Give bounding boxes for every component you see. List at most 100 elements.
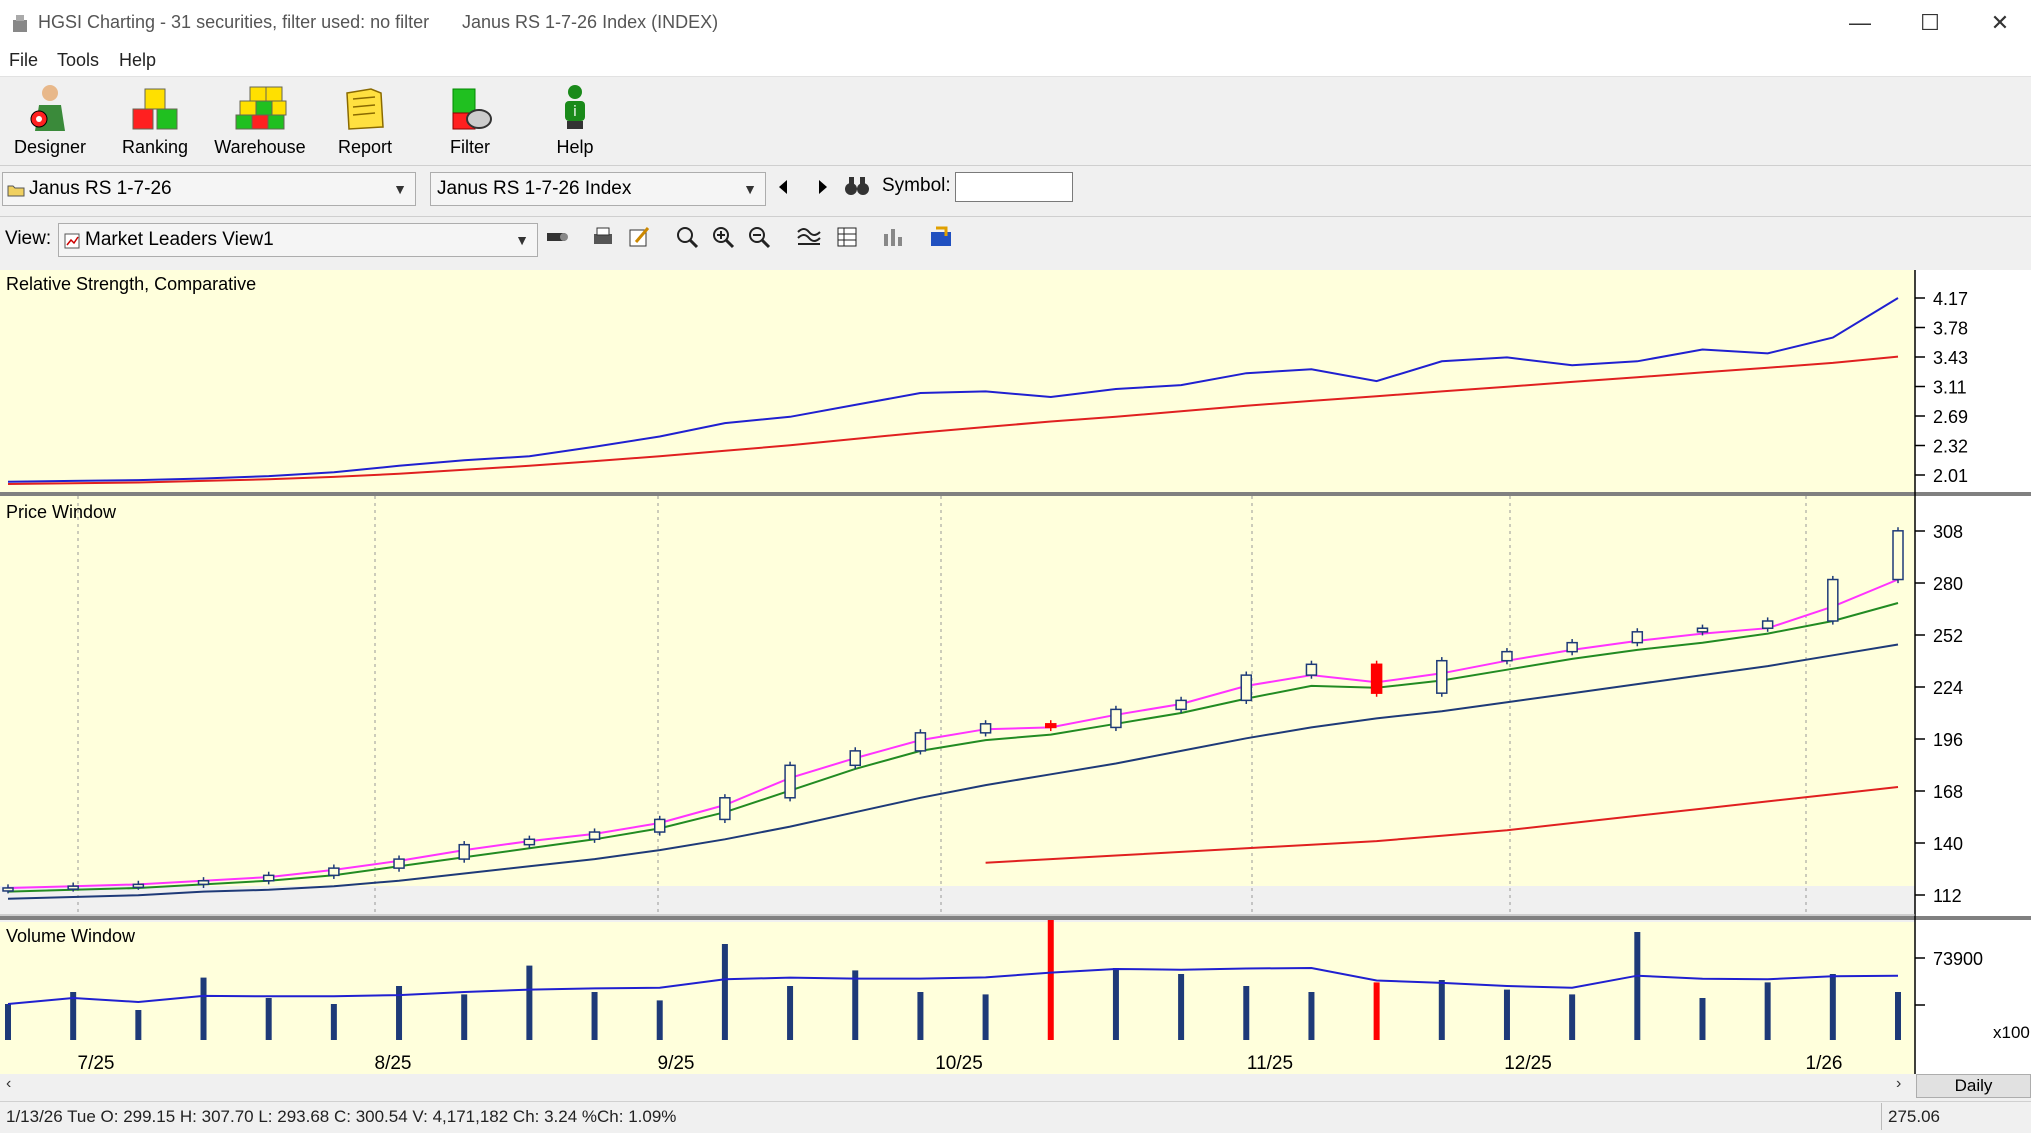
volume-bar	[461, 994, 468, 1040]
chart-type-icon[interactable]	[880, 224, 906, 250]
zoom-out-icon[interactable]	[746, 224, 772, 250]
rs-axis-tick-label: 3.11	[1933, 378, 1967, 398]
horizontal-scrollbar[interactable]: ‹ ›	[0, 1074, 2031, 1100]
price-axis-tick-label: 168	[1933, 782, 1963, 802]
candle-body	[1501, 650, 1513, 662]
designer-button[interactable]: Designer	[0, 77, 100, 165]
price-series	[2, 527, 1904, 900]
filter-button[interactable]: Filter	[420, 77, 520, 165]
candle-body	[67, 885, 79, 890]
volume-bar	[1764, 982, 1771, 1040]
close-button[interactable]: ✕	[1990, 10, 2010, 35]
price-ma-long-line	[985, 786, 1899, 864]
scroll-left-icon[interactable]: ‹	[6, 1075, 12, 1092]
chevron-down-icon: ▼	[743, 181, 757, 197]
y-axes: 4.17 3.78 3.43 3.11 2.69 2.32 2.01 308 280 252 224…	[1915, 289, 2030, 1042]
ranking-label: Ranking	[121, 137, 189, 157]
document-title: Janus RS 1-7-26 Index (INDEX)	[462, 12, 719, 32]
chevron-down-icon: ▼	[393, 181, 407, 197]
report-button[interactable]: Report	[315, 77, 415, 165]
price-axis-tick-label: 308	[1933, 522, 1963, 542]
scroll-right-icon[interactable]: ›	[1896, 1075, 1902, 1092]
rs-series	[7, 297, 1899, 485]
candle-body	[1436, 659, 1448, 694]
maximize-button[interactable]: ☐	[1920, 10, 1940, 35]
menu-help[interactable]: Help	[119, 50, 157, 70]
rs-axis-tick-label: 3.78	[1933, 319, 1968, 339]
filter-icon	[452, 88, 492, 130]
view-settings-icon[interactable]	[544, 224, 570, 250]
candle-body	[784, 764, 796, 799]
zoom-icon[interactable]	[674, 224, 700, 250]
candle-body	[1175, 699, 1187, 711]
menu-tools[interactable]: Tools	[57, 50, 100, 70]
volume-bar	[1699, 998, 1706, 1040]
binoculars-icon[interactable]	[844, 174, 870, 198]
indicator-icon[interactable]	[796, 224, 822, 250]
date-grid-lines	[77, 496, 1807, 916]
folder-icon	[7, 185, 25, 197]
security-combo[interactable]: Janus RS 1-7-26 Index ▼	[430, 172, 766, 206]
candle-body	[132, 883, 145, 889]
status-cursor-value: 275.06	[1888, 1107, 1940, 1126]
volume-bar	[70, 992, 77, 1040]
volume-bar	[591, 992, 598, 1040]
previous-security-button[interactable]	[776, 178, 790, 196]
rs-axis-tick-label: 2.01	[1933, 466, 1968, 486]
candle-body	[458, 843, 470, 860]
date-tick-label: 9/25	[658, 1053, 695, 1074]
volume-bar	[135, 1010, 142, 1040]
minimize-button[interactable]: —	[1849, 10, 1871, 35]
price-panel-fill	[0, 506, 1915, 886]
volume-bar	[721, 944, 728, 1040]
date-tick-label: 10/25	[935, 1053, 983, 1074]
candle-body	[1305, 663, 1318, 676]
panel-splitter[interactable]	[0, 916, 2031, 920]
candle-body	[588, 831, 601, 841]
price-axis-tick-label: 196	[1933, 730, 1963, 750]
date-tick-label: 7/25	[78, 1053, 115, 1074]
next-security-button[interactable]	[816, 178, 830, 196]
price-axis-tick-label: 280	[1933, 574, 1963, 594]
candle-body	[1892, 530, 1904, 581]
candle-body	[719, 797, 731, 821]
volume-panel-bg	[0, 922, 1915, 1074]
view-combo[interactable]: Market Leaders View1 ▼	[58, 223, 538, 257]
candle-body	[1631, 631, 1644, 644]
price-panel-title: Price Window	[6, 502, 117, 522]
list-combo[interactable]: Janus RS 1-7-26 ▼	[2, 172, 416, 206]
price-axis-tick-label: 252	[1933, 626, 1963, 646]
data-table-icon[interactable]	[834, 224, 860, 250]
volume-bar	[1243, 986, 1250, 1040]
volume-bar	[396, 986, 403, 1040]
warehouse-label: Warehouse	[214, 137, 306, 157]
volume-average-line	[7, 966, 1899, 1005]
edit-icon[interactable]	[626, 224, 652, 250]
chart-area[interactable]: Relative Strength, Comparative Price Win…	[0, 270, 2031, 1074]
export-icon[interactable]	[928, 224, 954, 250]
zoom-in-icon[interactable]	[710, 224, 736, 250]
volume-bar	[200, 977, 207, 1040]
volume-bar	[852, 970, 859, 1040]
volume-bar	[1634, 932, 1641, 1040]
volume-bar	[330, 1004, 337, 1040]
rs-axis-tick-label: 2.69	[1933, 407, 1968, 427]
rs-line	[7, 297, 1899, 483]
symbol-input[interactable]	[955, 172, 1073, 202]
volume-bar	[1438, 980, 1445, 1040]
volume-bar	[265, 998, 272, 1040]
period-button[interactable]: Daily	[1916, 1074, 2031, 1098]
price-axis-tick-label: 140	[1933, 834, 1963, 854]
print-icon[interactable]	[590, 224, 616, 250]
ranking-button[interactable]: Ranking	[105, 77, 205, 165]
volume-bar	[982, 994, 989, 1040]
panel-splitter[interactable]	[0, 492, 2031, 496]
warehouse-button[interactable]: Warehouse	[210, 77, 310, 165]
security-combo-value: Janus RS 1-7-26 Index	[437, 178, 632, 199]
volume-bar	[656, 1000, 663, 1040]
candle-body	[1240, 674, 1253, 702]
designer-label: Designer	[13, 137, 87, 157]
volume-bar	[5, 1004, 11, 1040]
help-button[interactable]: i Help	[525, 77, 625, 165]
menu-file[interactable]: File	[9, 50, 39, 70]
